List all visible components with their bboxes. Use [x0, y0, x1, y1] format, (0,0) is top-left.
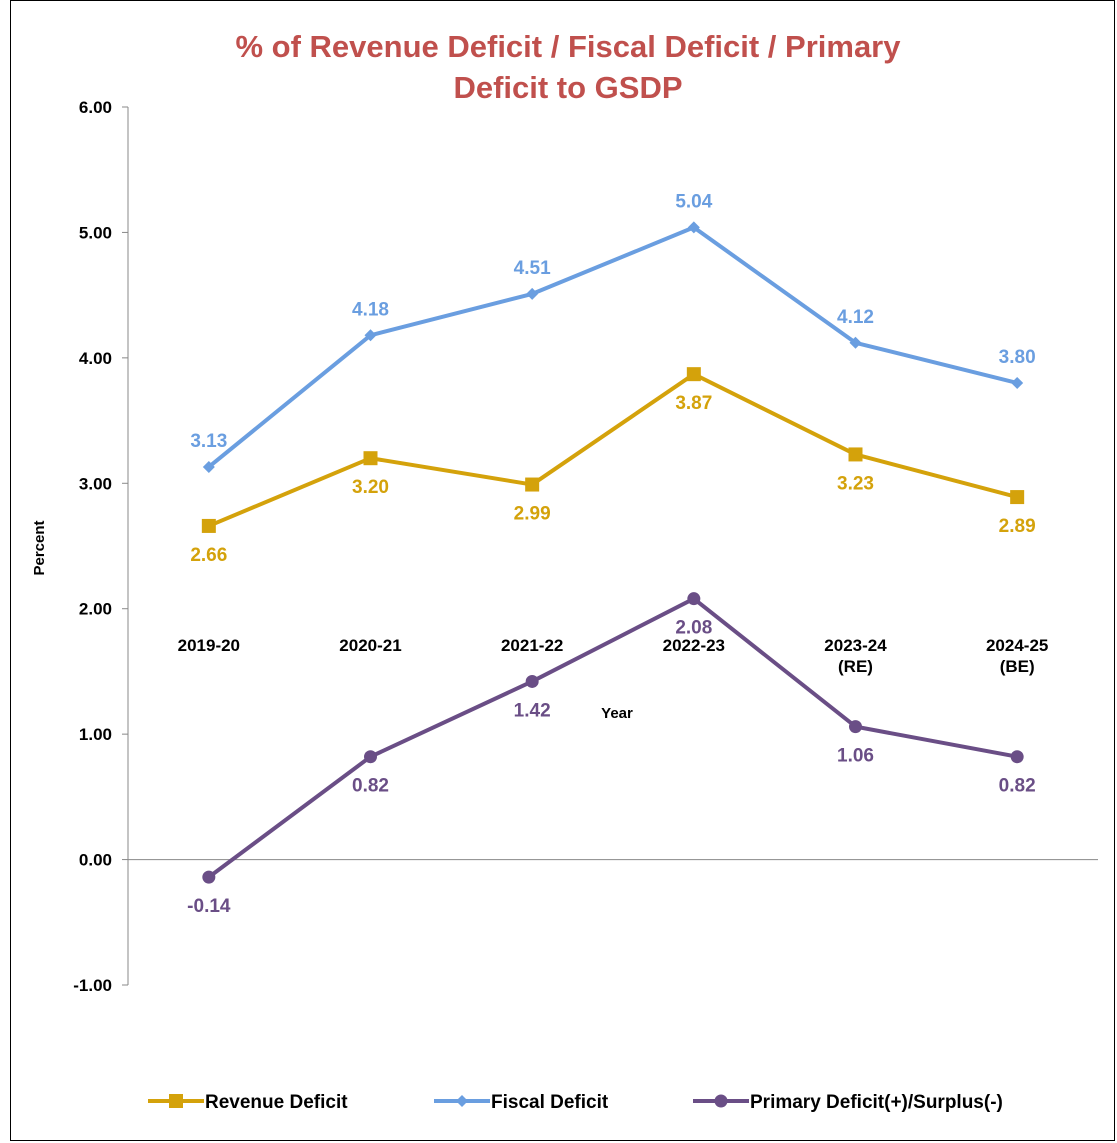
- data-label: 2.89: [999, 516, 1036, 537]
- data-label: 3.20: [352, 477, 389, 498]
- data-point: [1011, 376, 1024, 389]
- series-layer: 2.66 3.20 2.99 3.87 3.23 2.89 3.13 4.18 4.51 5.04…: [187, 191, 1035, 917]
- data-label: 0.82: [999, 776, 1036, 797]
- data-label: 1.06: [837, 746, 874, 767]
- chart-title-line-2: Deficit to GSDP: [453, 70, 682, 105]
- data-point: [201, 518, 216, 533]
- data-point: [364, 329, 377, 342]
- x-tick-label: (RE): [838, 657, 873, 676]
- y-axis-title: Percent: [31, 520, 48, 575]
- data-point: [1010, 750, 1024, 764]
- legend-marker: [714, 1094, 728, 1108]
- y-tick-label: -1.00: [73, 976, 112, 995]
- data-label: 1.42: [514, 700, 551, 721]
- data-point: [686, 367, 701, 382]
- x-tick-label: 2020-21: [339, 636, 401, 655]
- y-tick-label: 0.00: [79, 851, 112, 870]
- data-point: [848, 447, 863, 462]
- x-tick-label: 2024-25: [986, 636, 1048, 655]
- data-point: [363, 451, 378, 466]
- legend-marker: [169, 1094, 183, 1108]
- data-label: 4.51: [514, 258, 551, 279]
- data-point: [849, 336, 862, 349]
- y-tick-label: 1.00: [79, 725, 112, 744]
- series-line: [208, 372, 1018, 528]
- data-label: 3.23: [837, 473, 874, 494]
- data-label: 5.04: [675, 191, 712, 212]
- x-tick-label: 2023-24: [824, 636, 887, 655]
- data-point: [687, 592, 701, 606]
- axes: -1.00 0.00 1.00 2.00 3.00 4.00 5.00 6.00 2019-20…: [73, 98, 1098, 995]
- data-label: 4.18: [352, 299, 389, 320]
- data-label: 3.80: [999, 347, 1036, 368]
- data-point: [202, 460, 215, 473]
- data-point: [849, 720, 862, 734]
- data-point: [526, 287, 539, 300]
- data-point: [1010, 490, 1025, 505]
- series-2: -0.14 0.82 1.42 2.08 1.06 0.82: [187, 592, 1036, 917]
- data-point: [525, 477, 540, 492]
- y-tick-label: 2.00: [79, 600, 112, 619]
- legend-label: Revenue Deficit: [205, 1092, 348, 1113]
- chart-title-line-1: % of Revenue Deficit / Fiscal Deficit / …: [235, 29, 901, 64]
- data-label: 0.82: [352, 776, 389, 797]
- x-tick-label: 2019-20: [178, 636, 240, 655]
- data-label: 2.66: [190, 545, 227, 566]
- legend-item: Primary Deficit(+)/Surplus(-): [693, 1092, 1003, 1113]
- x-tick-label: 2022-23: [663, 636, 725, 655]
- series-1: 3.13 4.18 4.51 5.04 4.12 3.80: [190, 191, 1036, 473]
- y-tick-label: 3.00: [79, 474, 112, 493]
- data-label: 2.08: [675, 618, 712, 639]
- series-line: [207, 225, 1018, 469]
- x-tick-label: (BE): [1000, 657, 1035, 676]
- x-axis-title: Year: [601, 705, 633, 722]
- y-tick-label: 4.00: [79, 349, 112, 368]
- data-point: [364, 750, 377, 764]
- y-tick-label: 5.00: [79, 223, 112, 242]
- legend: Revenue Deficit Fiscal Deficit Primary Def…: [148, 1092, 1003, 1113]
- data-label: 4.12: [837, 307, 874, 328]
- data-point: [202, 870, 216, 884]
- data-label: 3.13: [190, 431, 227, 452]
- legend-label: Primary Deficit(+)/Surplus(-): [750, 1092, 1003, 1113]
- data-point: [687, 221, 700, 234]
- legend-item: Revenue Deficit: [148, 1092, 348, 1113]
- y-tick-label: 6.00: [79, 98, 112, 117]
- x-tick-label: 2021-22: [501, 636, 563, 655]
- legend-marker: [456, 1095, 468, 1107]
- data-label: 3.87: [675, 393, 712, 414]
- data-point: [525, 674, 539, 688]
- legend-label: Fiscal Deficit: [491, 1092, 609, 1113]
- legend-item: Fiscal Deficit: [434, 1092, 609, 1113]
- data-label: 2.99: [514, 504, 551, 525]
- data-label: -0.14: [187, 896, 231, 917]
- series-0: 2.66 3.20 2.99 3.87 3.23 2.89: [190, 367, 1036, 566]
- chart-frame: [10, 0, 1115, 1141]
- series-line: [207, 596, 1018, 879]
